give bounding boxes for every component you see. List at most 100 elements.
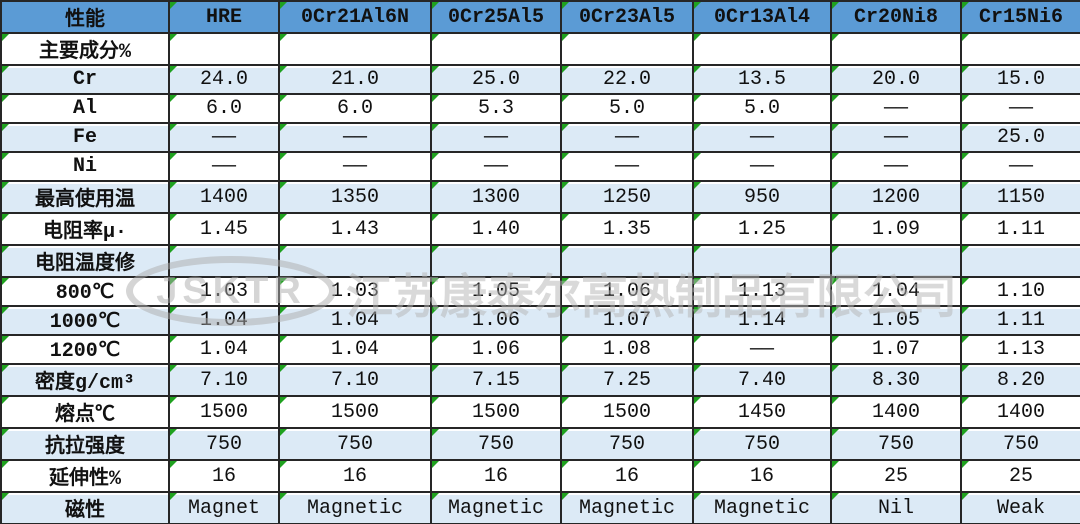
table-row: 800℃ 1.03 1.03 1.05 1.06 1.13 1.04 1.10 xyxy=(0,276,1080,307)
table-cell: —— xyxy=(278,151,432,182)
table-cell: 1.45 xyxy=(168,212,280,246)
table-cell: 1500 xyxy=(278,395,432,429)
table-cell: 1200 xyxy=(830,180,962,214)
table-cell: Magnet xyxy=(168,491,280,524)
table-cell: 6.0 xyxy=(278,93,432,124)
table-cell: 1.08 xyxy=(560,334,694,365)
table-cell xyxy=(830,244,962,278)
table-cell: 1.04 xyxy=(278,305,432,336)
table-cell: 1500 xyxy=(168,395,280,429)
table-cell: —— xyxy=(168,151,280,182)
table-cell: 1250 xyxy=(560,180,694,214)
table-row: Ni —— —— —— —— —— —— —— xyxy=(0,151,1080,182)
table-cell: —— xyxy=(960,151,1080,182)
table-cell: —— xyxy=(278,122,432,153)
table-cell: 750 xyxy=(692,427,832,461)
table-cell: 8.20 xyxy=(960,363,1080,397)
table-cell: 16 xyxy=(560,459,694,493)
table-row: 抗拉强度 750 750 750 750 750 750 750 xyxy=(0,427,1080,461)
table-row: 熔点℃ 1500 1500 1500 1500 1450 1400 1400 xyxy=(0,395,1080,429)
table-cell: —— xyxy=(830,122,962,153)
table-cell: 25.0 xyxy=(430,64,562,95)
row-label: 延伸性% xyxy=(0,459,170,493)
table-cell: 750 xyxy=(960,427,1080,461)
table-cell: 1.14 xyxy=(692,305,832,336)
table-cell: 16 xyxy=(278,459,432,493)
table-cell: 22.0 xyxy=(560,64,694,95)
row-label: 密度g/cm³ xyxy=(0,363,170,397)
table-cell: 1.09 xyxy=(830,212,962,246)
col-header-alloy: 0Cr21Al6N xyxy=(278,0,432,34)
table-cell: 1500 xyxy=(430,395,562,429)
row-label: Al xyxy=(0,93,170,124)
col-header-alloy: Cr15Ni6 xyxy=(960,0,1080,34)
table-cell: 5.0 xyxy=(692,93,832,124)
table-cell: 1.07 xyxy=(560,305,694,336)
table-cell: 1.03 xyxy=(168,276,280,307)
table-cell: 16 xyxy=(168,459,280,493)
table-row: 最高使用温 1400 1350 1300 1250 950 1200 1150 xyxy=(0,180,1080,214)
table-cell xyxy=(692,32,832,66)
table-cell: —— xyxy=(560,122,694,153)
table-cell xyxy=(960,32,1080,66)
table-cell: 1.35 xyxy=(560,212,694,246)
table-cell: 24.0 xyxy=(168,64,280,95)
table-cell: 13.5 xyxy=(692,64,832,95)
table-cell: 1.11 xyxy=(960,305,1080,336)
table-cell: 20.0 xyxy=(830,64,962,95)
table-body: 主要成分% Cr 24.0 21.0 25.0 22.0 13.5 20.0 15.0 Al 6.0… xyxy=(0,32,1080,524)
table-cell: 1.04 xyxy=(830,276,962,307)
row-label: Cr xyxy=(0,64,170,95)
table-cell: —— xyxy=(692,334,832,365)
table-row: 延伸性% 16 16 16 16 16 25 25 xyxy=(0,459,1080,493)
row-label: Ni xyxy=(0,151,170,182)
col-header-alloy: 0Cr13Al4 xyxy=(692,0,832,34)
table-cell: 5.3 xyxy=(430,93,562,124)
table-cell: —— xyxy=(830,93,962,124)
table-cell: —— xyxy=(830,151,962,182)
table-cell: 7.25 xyxy=(560,363,694,397)
table-cell: 1.04 xyxy=(278,334,432,365)
table-cell: 1.43 xyxy=(278,212,432,246)
row-label: Fe xyxy=(0,122,170,153)
table-cell: 1400 xyxy=(830,395,962,429)
table-cell: 21.0 xyxy=(278,64,432,95)
table-cell: 1450 xyxy=(692,395,832,429)
table-cell: —— xyxy=(168,122,280,153)
table-cell: 950 xyxy=(692,180,832,214)
table-cell: Weak xyxy=(960,491,1080,524)
table-cell: 1.10 xyxy=(960,276,1080,307)
table-cell: —— xyxy=(692,122,832,153)
table-cell: 15.0 xyxy=(960,64,1080,95)
table-cell: 16 xyxy=(430,459,562,493)
table-cell: Magnetic xyxy=(430,491,562,524)
row-label: 800℃ xyxy=(0,276,170,307)
row-label: 最高使用温 xyxy=(0,180,170,214)
table-cell: 1.40 xyxy=(430,212,562,246)
table-cell: 7.40 xyxy=(692,363,832,397)
table-row: 电阻温度修 xyxy=(0,244,1080,278)
table-cell: 1.03 xyxy=(278,276,432,307)
table-cell: 1.06 xyxy=(560,276,694,307)
table-cell: 25 xyxy=(830,459,962,493)
col-header-property: 性能 xyxy=(0,0,170,34)
table-row: 电阻率μ· 1.45 1.43 1.40 1.35 1.25 1.09 1.11 xyxy=(0,212,1080,246)
col-header-alloy: 0Cr23Al5 xyxy=(560,0,694,34)
table-cell xyxy=(278,32,432,66)
table-cell: 25.0 xyxy=(960,122,1080,153)
table-cell: Magnetic xyxy=(278,491,432,524)
table-row: 磁性 Magnet Magnetic Magnetic Magnetic Magnetic… xyxy=(0,491,1080,524)
col-header-alloy: 0Cr25Al5 xyxy=(430,0,562,34)
col-header-alloy: Cr20Ni8 xyxy=(830,0,962,34)
table-cell: 1150 xyxy=(960,180,1080,214)
table-row: 主要成分% xyxy=(0,32,1080,66)
table-cell xyxy=(960,244,1080,278)
table-cell: Magnetic xyxy=(692,491,832,524)
row-label: 磁性 xyxy=(0,491,170,524)
table-cell: 1.04 xyxy=(168,305,280,336)
row-label: 1000℃ xyxy=(0,305,170,336)
table-cell: —— xyxy=(430,122,562,153)
table-cell: 1.11 xyxy=(960,212,1080,246)
table-cell: 1.05 xyxy=(830,305,962,336)
